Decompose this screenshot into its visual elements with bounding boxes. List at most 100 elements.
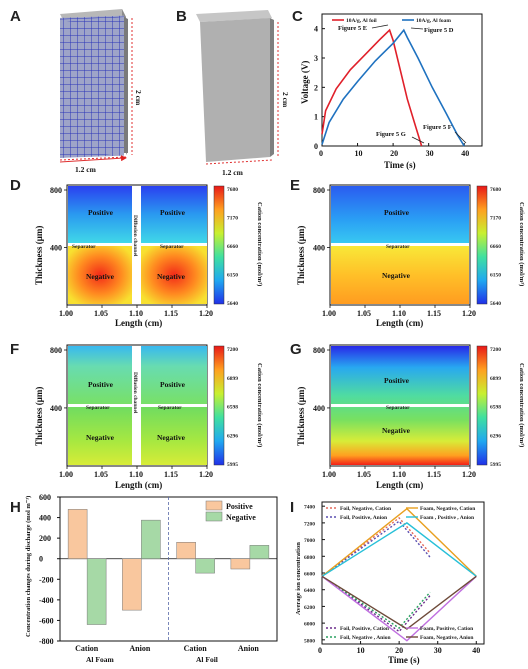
h-legend-swatch (205, 511, 223, 522)
panel-label-g: G (290, 341, 302, 358)
d-separator-left: Separator (72, 244, 96, 250)
i-ytick-label: 7000 (304, 538, 315, 544)
i-xtick-label: 40 (472, 646, 480, 655)
d-xtick-label: 1.10 (129, 309, 143, 318)
i-xtick-label: 10 (357, 646, 365, 655)
f-colorbar-ticks: 7200 6899 6598 6296 5995 (227, 347, 238, 468)
d-positive-right: Positive (160, 208, 186, 217)
i-series-line-2 (321, 507, 477, 577)
e-xlabel: Length (cm) (376, 318, 423, 328)
a-width-label: 1.2 cm (75, 165, 97, 174)
g-colorbar-tick: 6598 (490, 405, 501, 411)
e-ylabel: Thickness (μm) (296, 226, 306, 285)
i-legend-label: Foam, Positive, Cation (420, 626, 473, 632)
g-xtick-label: 1.20 (462, 470, 476, 479)
d-xtick-label: 1.05 (94, 309, 108, 318)
e-colorbar-tick: 6660 (490, 244, 501, 250)
d-colorbar-tick: 7170 (227, 216, 238, 222)
h-category-label: Cation (75, 644, 99, 653)
h-ytick-label: -400 (39, 596, 54, 605)
d-colorbar-tick: 5640 (227, 301, 238, 307)
f-colorbar (213, 345, 225, 466)
i-xtick-label: 20 (395, 646, 403, 655)
c-xtick-label: 0 (319, 149, 323, 158)
g-ytick-label: 400 (313, 404, 325, 413)
g-xtick-label: 1.10 (392, 470, 406, 479)
i-ytick-label: 6000 (304, 622, 315, 628)
f-positive-right: Positive (160, 380, 186, 389)
i-ytick-label: 7200 (304, 521, 315, 527)
c-figure-label-e: Figure 5 E (338, 25, 367, 32)
a-height-label: 2 cm (134, 90, 143, 106)
g-colorbar-tick: 5995 (490, 462, 501, 468)
g-colorbar-tick: 7200 (490, 347, 501, 353)
i-legend-label: Foam, Negative, Cation (420, 506, 475, 512)
f-xtick-label: 1.20 (199, 470, 213, 479)
i-legend-label: Foil, Negative , Anion (340, 635, 391, 641)
e-ytick-label: 800 (313, 186, 325, 195)
d-colorbar-tick: 7680 (227, 187, 238, 193)
panel-label-b: B (176, 8, 187, 25)
g-colorbar (476, 345, 488, 466)
e-axes: 1.00 1.05 1.10 1.15 1.20 800 400 (313, 186, 476, 318)
h-ytick-label: -600 (39, 616, 54, 625)
al-foil-electrode-3d (196, 10, 274, 162)
h-bar-positive (122, 558, 142, 611)
e-ytick-label: 400 (313, 243, 325, 252)
i-series-line-6 (321, 575, 477, 642)
f-negative-right: Negative (157, 433, 186, 442)
d-axes: 1.00 1.05 1.10 1.15 1.20 800 400 (50, 186, 213, 318)
g-colorbar-title: Cation concentration (mol/m³) (518, 363, 525, 447)
i-xlabel: Time (s) (388, 655, 420, 665)
g-colorbar-tick: 6296 (490, 433, 501, 439)
c-ytick-label: 0 (314, 142, 318, 151)
contour-map-f (66, 344, 208, 467)
c-ytick-label: 1 (314, 113, 318, 122)
panel-label-d: D (10, 177, 21, 194)
i-series-line-3 (321, 522, 477, 577)
g-separator: Separator (386, 405, 410, 411)
f-separator-right: Separator (158, 405, 182, 411)
f-xtick-label: 1.15 (164, 470, 178, 479)
c-figure-label-d: Figure 5 D (424, 27, 454, 34)
i-series-line-7 (321, 575, 477, 630)
e-negative: Negative (382, 271, 411, 280)
d-colorbar-ticks: 7680 7170 6660 6150 5640 (227, 187, 238, 307)
e-colorbar-tick: 5640 (490, 301, 501, 307)
i-ylabel: Average ion concentration (295, 542, 302, 615)
f-colorbar-tick: 5995 (227, 462, 238, 468)
d-negative-right: Negative (157, 272, 186, 281)
c-plot-frame (321, 13, 483, 147)
i-series-line-1 (321, 520, 431, 577)
e-xtick-label: 1.10 (392, 309, 406, 318)
panel-label-c: C (292, 8, 303, 25)
panel-label-f: F (10, 341, 19, 358)
c-xlabel: Time (s) (384, 160, 416, 170)
panel-label-h: H (10, 499, 21, 516)
d-colorbar-tick: 6660 (227, 244, 238, 250)
c-xtick-label: 30 (426, 149, 434, 158)
f-axes: 1.00 1.05 1.10 1.15 1.20 800 400 (50, 346, 213, 479)
h-legend-swatch (205, 500, 223, 511)
h-bar-positive (230, 558, 251, 570)
contour-map-g (329, 344, 471, 467)
panel-label-e: E (290, 177, 300, 194)
panel-label-i: I (290, 499, 294, 516)
a-dimension-lines (59, 18, 133, 163)
c-ytick-label: 3 (314, 54, 318, 63)
g-colorbar-ticks: 7200 6899 6598 6296 5995 (490, 347, 501, 468)
i-series-line-0 (321, 516, 431, 577)
h-ylabel: Concentration changes during discharge (… (25, 496, 32, 637)
d-xtick-label: 1.00 (59, 309, 73, 318)
h-category-label: Cation (184, 644, 208, 653)
d-xtick-label: 1.20 (199, 309, 213, 318)
c-series-line-1 (321, 28, 465, 147)
h-bar-negative (141, 519, 161, 559)
d-diffusion-channel: Diffusion channel (132, 215, 138, 257)
e-xtick-label: 1.05 (357, 309, 371, 318)
d-separator-right: Separator (160, 244, 184, 250)
b-dimension-lines (205, 22, 279, 165)
h-bar-negative (86, 558, 107, 625)
h-bar-positive (67, 509, 88, 559)
